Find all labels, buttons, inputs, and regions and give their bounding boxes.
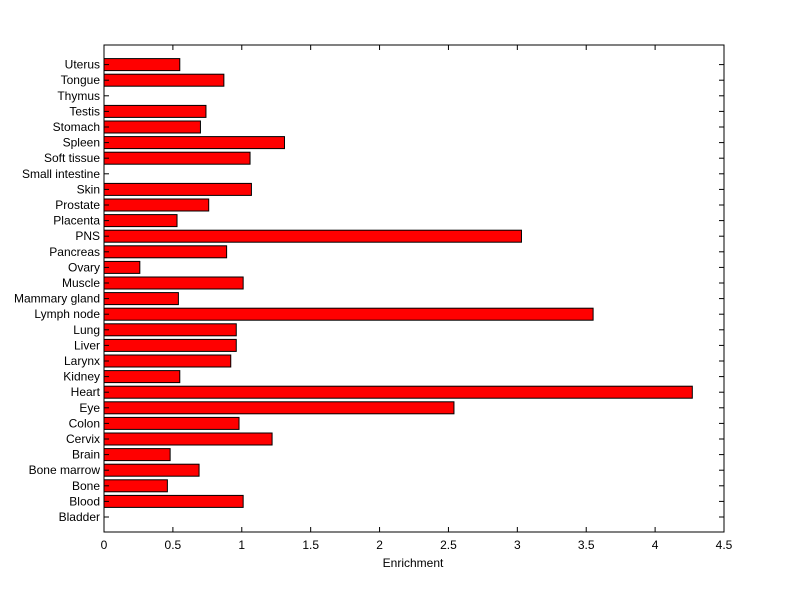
bar-muscle xyxy=(103,276,244,290)
y-tick-label-bone-marrow: Bone marrow xyxy=(29,463,101,477)
bar-ovary xyxy=(103,260,141,274)
x-tick-label: 1.5 xyxy=(302,538,319,552)
y-tick-label-spleen: Spleen xyxy=(63,136,100,150)
bar-heart xyxy=(103,385,693,399)
bar-lymph-node xyxy=(103,307,594,321)
bar-cervix xyxy=(103,432,273,446)
x-tick-label: 4.5 xyxy=(716,538,733,552)
y-tick-label-cervix: Cervix xyxy=(66,432,100,446)
y-tick-label-soft-tissue: Soft tissue xyxy=(44,151,100,165)
bar-stomach xyxy=(103,120,201,134)
x-axis-label: Enrichment xyxy=(383,556,444,570)
y-tick-label-blood: Blood xyxy=(69,494,100,508)
x-tick-label: 0 xyxy=(101,538,108,552)
plot-area-frame xyxy=(103,44,725,533)
y-tick-label-pns: PNS xyxy=(75,229,100,243)
y-tick-label-bladder: Bladder xyxy=(59,510,100,524)
y-tick-label-brain: Brain xyxy=(72,448,100,462)
y-tick-label-liver: Liver xyxy=(74,338,100,352)
bar-uterus xyxy=(103,58,181,72)
bar-pns xyxy=(103,229,522,243)
y-tick-label-larynx: Larynx xyxy=(64,354,100,368)
bar-testis xyxy=(103,104,207,118)
y-tick-label-ovary: Ovary xyxy=(68,260,100,274)
bar-tongue xyxy=(103,73,225,87)
y-tick-label-small-intestine: Small intestine xyxy=(22,167,100,181)
y-tick-label-lymph-node: Lymph node xyxy=(34,307,100,321)
x-tick-label: 3.5 xyxy=(578,538,595,552)
bar-skin xyxy=(103,182,252,196)
bar-placenta xyxy=(103,214,178,228)
y-tick-label-kidney: Kidney xyxy=(63,370,100,384)
y-tick-label-colon: Colon xyxy=(69,416,100,430)
bar-mammary-gland xyxy=(103,292,179,306)
y-tick-label-skin: Skin xyxy=(77,182,100,196)
y-tick-label-pancreas: Pancreas xyxy=(49,245,100,259)
x-tick-label: 0.5 xyxy=(165,538,182,552)
x-tick-label: 3 xyxy=(514,538,521,552)
ticks-layer xyxy=(103,45,725,532)
y-tick-label-prostate: Prostate xyxy=(55,198,100,212)
bar-bone-marrow xyxy=(103,463,200,477)
bar-soft-tissue xyxy=(103,151,251,165)
x-tick-label: 1 xyxy=(238,538,245,552)
y-tick-label-thymus: Thymus xyxy=(57,89,100,103)
bar-colon xyxy=(103,416,240,430)
y-tick-label-eye: Eye xyxy=(79,401,100,415)
x-tick-labels: 0 0.5 1 1.5 2 2.5 3 3.5 4 4.5 xyxy=(101,538,733,552)
bar-blood xyxy=(103,494,244,508)
bar-pancreas xyxy=(103,245,228,259)
bars-layer xyxy=(103,58,693,508)
bar-brain xyxy=(103,448,171,462)
y-tick-label-placenta: Placenta xyxy=(53,214,100,228)
bar-kidney xyxy=(103,370,181,384)
y-tick-label-heart: Heart xyxy=(71,385,101,399)
y-tick-label-muscle: Muscle xyxy=(62,276,100,290)
y-tick-label-testis: Testis xyxy=(69,104,100,118)
bar-lung xyxy=(103,323,237,337)
y-tick-label-tongue: Tongue xyxy=(61,73,101,87)
bar-prostate xyxy=(103,198,210,212)
x-tick-label: 2 xyxy=(376,538,383,552)
y-tick-label-bone: Bone xyxy=(72,479,100,493)
bar-spleen xyxy=(103,136,285,150)
bar-larynx xyxy=(103,354,232,368)
bar-eye xyxy=(103,401,455,415)
y-tick-label-stomach: Stomach xyxy=(53,120,100,134)
y-tick-label-lung: Lung xyxy=(73,323,100,337)
y-tick-label-uterus: Uterus xyxy=(65,58,100,72)
bar-bone xyxy=(103,479,168,493)
bar-liver xyxy=(103,338,237,352)
y-tick-label-mammary-gland: Mammary gland xyxy=(14,292,100,306)
x-tick-label: 2.5 xyxy=(440,538,457,552)
x-tick-label: 4 xyxy=(652,538,659,552)
